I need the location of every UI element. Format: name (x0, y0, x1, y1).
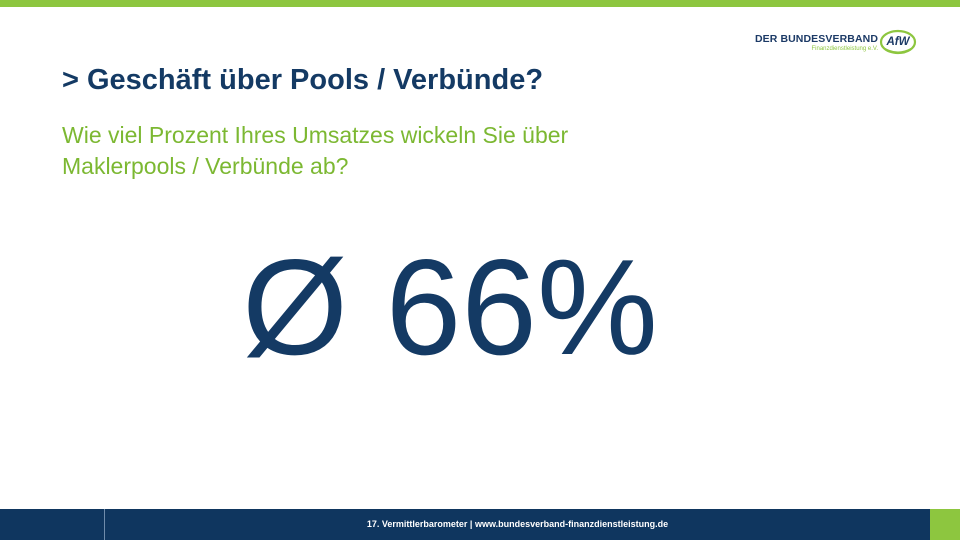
footer-text: 17. Vermittlerbarometer | www.bundesverb… (105, 509, 930, 540)
top-accent-bar (0, 0, 960, 7)
slide-title: > Geschäft über Pools / Verbünde? (62, 64, 543, 97)
question-line: Wie viel Prozent Ihres Umsatzes wickeln … (62, 120, 682, 151)
logo-main-text: DER BUNDESVERBAND (750, 33, 878, 45)
logo-sub-text: Finanzdienstleistung e.V. (750, 46, 878, 52)
afw-logo: DER BUNDESVERBAND Finanzdienstleistung e… (750, 28, 920, 58)
footer-green-accent (930, 509, 960, 540)
logo-badge-icon: AfW (879, 29, 917, 55)
question-line: Maklerpools / Verbünde ab? (62, 151, 682, 182)
survey-question: Wie viel Prozent Ihres Umsatzes wickeln … (62, 120, 682, 182)
logo-badge-text: AfW (879, 29, 917, 55)
average-percentage: Ø 66% (0, 232, 900, 382)
logo-text-block: DER BUNDESVERBAND Finanzdienstleistung e… (750, 33, 878, 52)
